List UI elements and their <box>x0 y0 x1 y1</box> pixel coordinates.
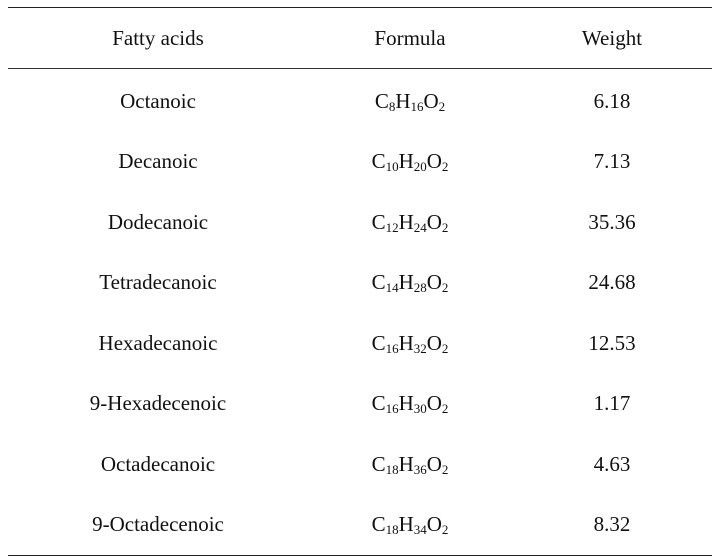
formula-subscript: 18 <box>385 522 399 538</box>
formula-element: C <box>371 330 386 355</box>
fatty-acid-name: Octanoic <box>120 88 196 113</box>
weight-value: 24.68 <box>588 270 636 295</box>
formula-cell: C18H36O2 <box>308 451 512 477</box>
formula-element: H <box>398 330 414 355</box>
header-fatty-acids: Fatty acids <box>112 25 204 50</box>
table-row: Dodecanoic C12H24O2 35.36 <box>8 192 712 253</box>
formula-cell: C8H16O2 <box>308 88 512 114</box>
formula-element: O <box>423 88 439 113</box>
fatty-acid-name: Hexadecanoic <box>98 330 218 355</box>
formula-subscript: 34 <box>413 522 427 538</box>
fatty-acid-name: Tetradecanoic <box>99 270 217 295</box>
formula-cell: C16H32O2 <box>308 330 512 356</box>
formula-cell: C12H24O2 <box>308 209 512 235</box>
formula-subscript: 2 <box>441 340 449 356</box>
weight-value: 7.13 <box>593 149 631 174</box>
weight-value: 1.17 <box>593 391 631 416</box>
table-row: Octanoic C8H16O2 6.18 <box>8 71 712 132</box>
fatty-acid-name: Decanoic <box>118 149 198 174</box>
header-formula: Formula <box>374 25 446 50</box>
formula-element: C <box>371 209 386 234</box>
table-row: Hexadecanoic C16H32O2 12.53 <box>8 313 712 374</box>
formula-subscript: 2 <box>441 401 449 417</box>
table-row: 9-Octadecenoic C18H34O2 8.32 <box>8 495 712 556</box>
table-body: Octanoic C8H16O2 6.18 Decanoic C10H20O2 7.13 D… <box>8 71 712 555</box>
header-weight: Weight <box>581 25 643 50</box>
formula-subscript: 8 <box>388 98 396 114</box>
weight-value: 4.63 <box>593 451 631 476</box>
formula-subscript: 2 <box>441 461 449 477</box>
formula-element: O <box>426 209 442 234</box>
formula-subscript: 36 <box>413 461 427 477</box>
formula-element: C <box>374 88 389 113</box>
formula-element: C <box>371 270 386 295</box>
table-row: 9-Hexadecenoic C16H30O2 1.17 <box>8 374 712 435</box>
formula-subscript: 28 <box>413 280 427 296</box>
table-top-rule <box>8 7 712 8</box>
weight-value: 6.18 <box>593 88 631 113</box>
formula-element: C <box>371 149 386 174</box>
table-header-rule <box>8 68 712 69</box>
formula-element: C <box>371 451 386 476</box>
formula-subscript: 24 <box>413 219 427 235</box>
fatty-acid-name: Octadecanoic <box>100 451 216 476</box>
formula-subscript: 18 <box>385 461 399 477</box>
formula-subscript: 2 <box>441 159 449 175</box>
formula-subscript: 16 <box>385 401 399 417</box>
table-bottom-rule <box>8 555 712 556</box>
formula-element: H <box>398 270 414 295</box>
fatty-acids-table: Fatty acids Formula Weight Octanoic C8H16… <box>8 7 712 556</box>
table-row: Decanoic C10H20O2 7.13 <box>8 132 712 193</box>
formula-subscript: 20 <box>413 159 427 175</box>
formula-cell: C14H28O2 <box>308 270 512 296</box>
formula-cell: C10H20O2 <box>308 149 512 175</box>
formula-element: H <box>398 149 414 174</box>
formula-subscript: 16 <box>385 340 399 356</box>
weight-value: 12.53 <box>588 330 636 355</box>
weight-value: 8.32 <box>593 512 631 537</box>
table-header-row: Fatty acids Formula Weight <box>8 8 712 68</box>
formula-element: H <box>398 209 414 234</box>
formula-subscript: 2 <box>438 98 446 114</box>
weight-value: 35.36 <box>588 209 636 234</box>
formula-cell: C16H30O2 <box>308 391 512 417</box>
formula-subscript: 16 <box>410 98 424 114</box>
fatty-acid-name: Dodecanoic <box>107 209 209 234</box>
formula-element: C <box>371 391 386 416</box>
formula-element: O <box>426 391 442 416</box>
formula-subscript: 10 <box>385 159 399 175</box>
formula-element: C <box>371 512 386 537</box>
formula-element: H <box>398 512 414 537</box>
formula-subscript: 2 <box>441 522 449 538</box>
formula-cell: C18H34O2 <box>308 512 512 538</box>
formula-element: O <box>426 149 442 174</box>
formula-element: O <box>426 451 442 476</box>
formula-subscript: 14 <box>385 280 399 296</box>
fatty-acid-name: 9-Hexadecenoic <box>89 391 227 416</box>
formula-subscript: 2 <box>441 219 449 235</box>
formula-element: O <box>426 330 442 355</box>
formula-subscript: 2 <box>441 280 449 296</box>
formula-subscript: 12 <box>385 219 399 235</box>
fatty-acid-name: 9-Octadecenoic <box>92 512 224 537</box>
formula-element: H <box>398 391 414 416</box>
formula-element: H <box>398 451 414 476</box>
formula-element: O <box>426 512 442 537</box>
formula-element: O <box>426 270 442 295</box>
formula-subscript: 30 <box>413 401 427 417</box>
table-row: Octadecanoic C18H36O2 4.63 <box>8 434 712 495</box>
formula-subscript: 32 <box>413 340 427 356</box>
table-row: Tetradecanoic C14H28O2 24.68 <box>8 253 712 314</box>
formula-element: H <box>395 88 411 113</box>
